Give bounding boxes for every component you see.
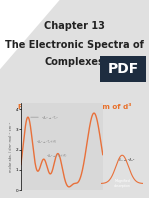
Text: Fig 13.1 The spectrum of d³: Fig 13.1 The spectrum of d³ [18,103,131,110]
Text: ⁴A₂ᵍ → ⁴T₁ᵍ(⁴P): ⁴A₂ᵍ → ⁴T₁ᵍ(⁴P) [47,154,67,158]
Text: E₂ → ²A₂ᵍ: E₂ → ²A₂ᵍ [119,158,134,162]
Text: ⁴A₂ᵍ → ⁴T₂ᵍ: ⁴A₂ᵍ → ⁴T₂ᵍ [42,116,58,120]
Text: ⁴A₂ᵍ → ⁴T₁ᵍ(⁴F): ⁴A₂ᵍ → ⁴T₁ᵍ(⁴F) [37,139,56,144]
Text: The Electronic Spectra of: The Electronic Spectra of [5,40,144,50]
FancyBboxPatch shape [100,56,146,82]
Text: Complexes: Complexes [45,57,104,67]
Text: PDF: PDF [107,62,139,76]
Y-axis label: molar abs. / dm³ mol⁻¹ cm⁻¹: molar abs. / dm³ mol⁻¹ cm⁻¹ [9,121,13,172]
Text: [Cr(NH₃)₆]³⁺: [Cr(NH₃)₆]³⁺ [52,113,97,121]
Polygon shape [0,0,60,69]
Text: Chapter 13: Chapter 13 [44,21,105,31]
Text: Magnified
absorption: Magnified absorption [114,179,131,188]
